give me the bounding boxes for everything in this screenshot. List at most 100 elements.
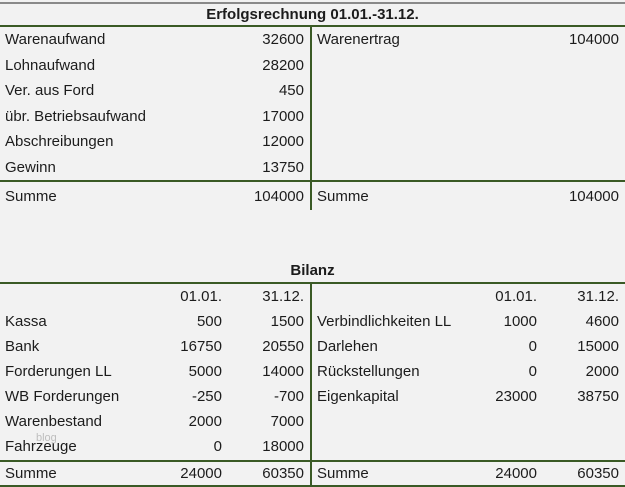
account-label: WB Forderungen bbox=[5, 388, 120, 405]
total-liabilities: Summe 24000 60350 bbox=[312, 462, 625, 485]
table-row: Verbindlichkeiten LL 1000 4600 bbox=[312, 309, 625, 334]
table-row: Abschreibungen 12000 bbox=[0, 129, 310, 155]
account-label: Forderungen LL bbox=[5, 363, 112, 380]
account-label: Verbindlichkeiten LL bbox=[317, 313, 452, 330]
closing-total: 60350 bbox=[262, 465, 304, 482]
account-value: 104000 bbox=[568, 31, 619, 49]
balance-sheet-title-row: Bilanz bbox=[0, 210, 625, 284]
opening-value: 0 bbox=[528, 363, 537, 380]
empty-row bbox=[312, 129, 625, 155]
column-header-closing: 31.12. bbox=[577, 288, 619, 305]
table-row: übr. Betriebsaufwand 17000 bbox=[0, 104, 310, 130]
opening-value: 500 bbox=[196, 313, 222, 330]
empty-row bbox=[312, 409, 625, 434]
table-row: Forderungen LL 5000 14000 bbox=[0, 359, 310, 384]
table-row: Eigenkapital 23000 38750 bbox=[312, 384, 625, 409]
closing-value: 20550 bbox=[262, 338, 304, 355]
opening-total: 24000 bbox=[180, 465, 222, 482]
balance-sheet-body: 01.01. 31.12. Kassa 500 1500 Bank 16750 … bbox=[0, 284, 625, 460]
table-row: Gewinn 13750 bbox=[0, 155, 310, 181]
opening-value: 1000 bbox=[503, 313, 537, 330]
table-row: Bank 16750 20550 bbox=[0, 334, 310, 359]
empty-row bbox=[312, 53, 625, 79]
account-label: Rückstellungen bbox=[317, 363, 420, 380]
closing-value: 38750 bbox=[577, 388, 619, 405]
income-statement-debit-column: Warenaufwand 32600 Lohnaufwand 28200 Ver… bbox=[0, 27, 312, 180]
closing-value: -700 bbox=[273, 388, 304, 405]
empty-row bbox=[312, 434, 625, 459]
account-label: Eigenkapital bbox=[317, 388, 399, 405]
column-header-closing: 31.12. bbox=[262, 288, 304, 305]
closing-value: 14000 bbox=[262, 363, 304, 380]
table-row: Ver. aus Ford 450 bbox=[0, 78, 310, 104]
account-label: Warenbestand bbox=[5, 413, 103, 430]
balance-sheet-title: Bilanz bbox=[290, 262, 335, 279]
total-value: 104000 bbox=[568, 187, 619, 205]
table-row: Fahrzeuge 0 18000 bbox=[0, 434, 310, 459]
total-assets: Summe 24000 60350 bbox=[0, 462, 312, 485]
account-label: Kassa bbox=[5, 313, 47, 330]
closing-value: 15000 bbox=[577, 338, 619, 355]
column-header-row: 01.01. 31.12. bbox=[0, 284, 310, 309]
closing-value: 7000 bbox=[270, 413, 304, 430]
table-row: Rückstellungen 0 2000 bbox=[312, 359, 625, 384]
account-value: 32600 bbox=[262, 31, 304, 49]
opening-value: 0 bbox=[528, 338, 537, 355]
table-row: Kassa 500 1500 bbox=[0, 309, 310, 334]
table-row: Darlehen 0 15000 bbox=[312, 334, 625, 359]
account-label: Warenaufwand bbox=[5, 31, 106, 49]
table-row: Warenertrag 104000 bbox=[312, 27, 625, 53]
opening-value: 0 bbox=[213, 438, 222, 455]
account-label: Bank bbox=[5, 338, 40, 355]
account-value: 28200 bbox=[262, 56, 304, 74]
closing-total: 60350 bbox=[577, 465, 619, 482]
balance-sheet-total-row: Summe 24000 60350 Summe 24000 60350 bbox=[0, 460, 625, 487]
account-label: Darlehen bbox=[317, 338, 378, 355]
account-value: 12000 bbox=[262, 133, 304, 151]
table-row: Lohnaufwand 28200 bbox=[0, 53, 310, 79]
column-header-row: 01.01. 31.12. bbox=[312, 284, 625, 309]
opening-value: 23000 bbox=[495, 388, 537, 405]
opening-value: 2000 bbox=[188, 413, 222, 430]
account-label: Lohnaufwand bbox=[5, 56, 96, 74]
income-statement-total-row: Summe 104000 Summe 104000 bbox=[0, 180, 625, 210]
column-header-opening: 01.01. bbox=[180, 288, 222, 305]
account-label: Gewinn bbox=[5, 158, 56, 176]
income-statement-title: Erfolgsrechnung 01.01.-31.12. bbox=[206, 6, 419, 23]
opening-value: 5000 bbox=[188, 363, 222, 380]
closing-value: 18000 bbox=[262, 438, 304, 455]
income-statement-body: Warenaufwand 32600 Lohnaufwand 28200 Ver… bbox=[0, 27, 625, 180]
total-debit: Summe 104000 bbox=[0, 182, 312, 210]
account-label: Abschreibungen bbox=[5, 133, 114, 151]
total-label: Summe bbox=[317, 465, 369, 482]
account-value: 17000 bbox=[262, 107, 304, 125]
empty-row bbox=[312, 155, 625, 181]
account-value: 13750 bbox=[262, 158, 304, 176]
account-label: Ver. aus Ford bbox=[5, 82, 95, 100]
closing-value: 4600 bbox=[585, 313, 619, 330]
account-label: übr. Betriebsaufwand bbox=[5, 107, 146, 125]
table-row: WB Forderungen -250 -700 bbox=[0, 384, 310, 409]
total-label: Summe bbox=[5, 187, 57, 205]
total-value: 104000 bbox=[253, 187, 304, 205]
balance-sheet-assets-column: 01.01. 31.12. Kassa 500 1500 Bank 16750 … bbox=[0, 284, 312, 460]
income-statement-credit-column: Warenertrag 104000 bbox=[312, 27, 625, 180]
income-statement-title-row: Erfolgsrechnung 01.01.-31.12. bbox=[0, 2, 625, 27]
opening-total: 24000 bbox=[495, 465, 537, 482]
account-value: 450 bbox=[278, 82, 304, 100]
opening-value: 16750 bbox=[180, 338, 222, 355]
balance-sheet-liabilities-column: 01.01. 31.12. Verbindlichkeiten LL 1000 … bbox=[312, 284, 625, 460]
total-credit: Summe 104000 bbox=[312, 182, 625, 210]
opening-value: -250 bbox=[191, 388, 222, 405]
empty-row bbox=[312, 104, 625, 130]
column-header-opening: 01.01. bbox=[495, 288, 537, 305]
account-label: Fahrzeuge bbox=[5, 438, 77, 455]
account-label: Warenertrag bbox=[317, 31, 400, 49]
closing-value: 1500 bbox=[270, 313, 304, 330]
total-label: Summe bbox=[5, 465, 57, 482]
total-label: Summe bbox=[317, 187, 369, 205]
table-row: Warenbestand 2000 7000 bbox=[0, 409, 310, 434]
table-row: Warenaufwand 32600 bbox=[0, 27, 310, 53]
empty-row bbox=[312, 78, 625, 104]
